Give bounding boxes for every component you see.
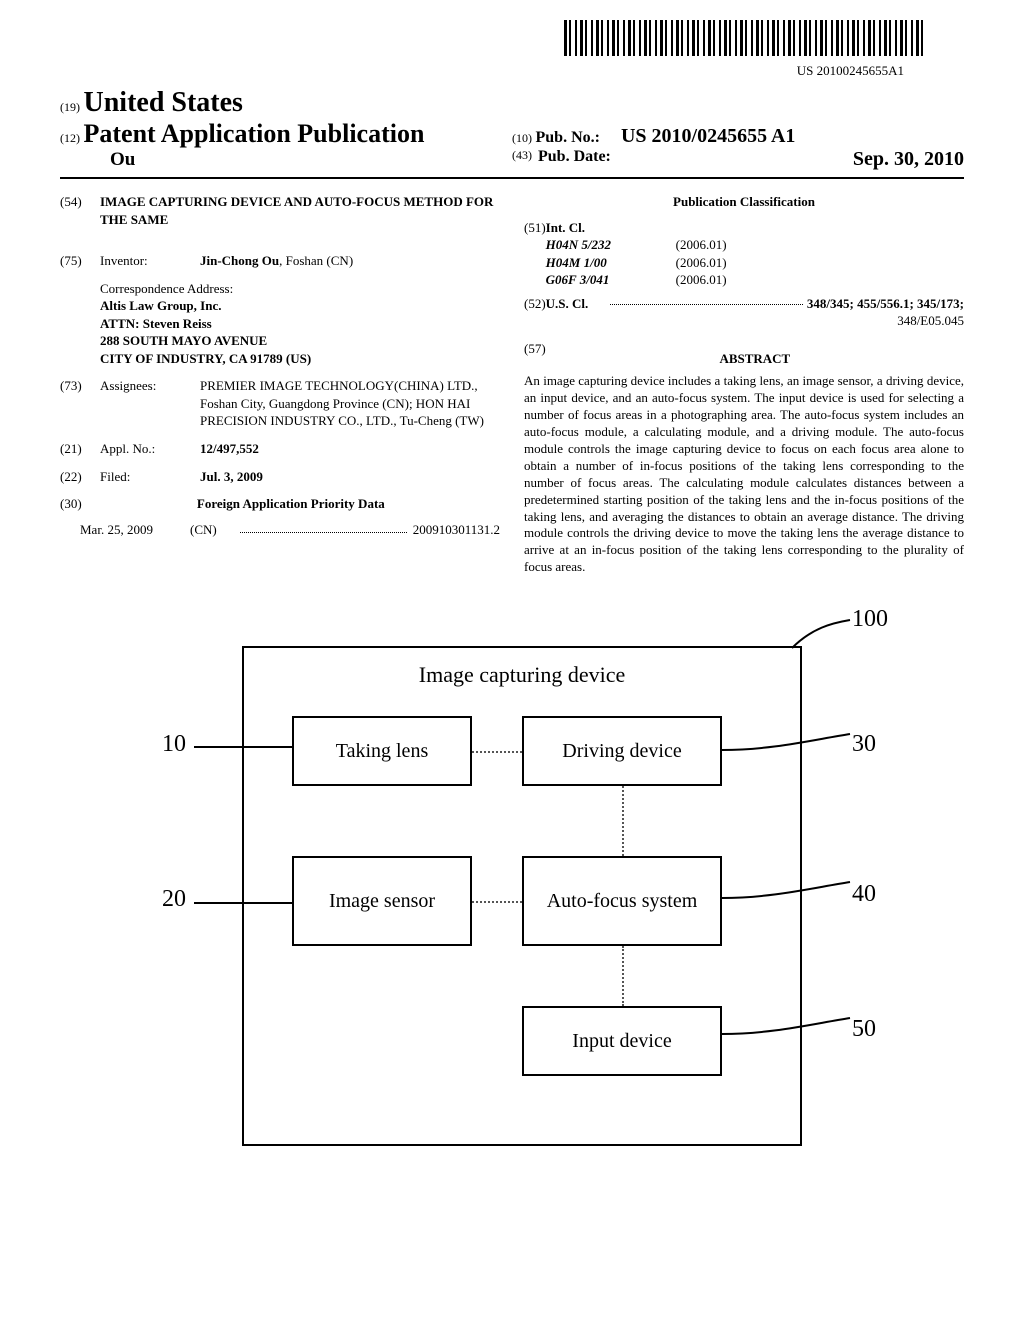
- ref-20: 20: [162, 886, 186, 913]
- inventor-name: Jin-Chong Ou: [200, 253, 279, 268]
- uscl-vals-2: 348/E05.045: [524, 312, 964, 330]
- uscl-label: U.S. Cl.: [546, 295, 606, 313]
- pubno-label: Pub. No.:: [536, 129, 600, 146]
- leader-10: [194, 746, 292, 748]
- ref-30: 30: [852, 731, 876, 758]
- corr-label: Correspondence Address:: [100, 280, 500, 298]
- box-input-device: Input device: [522, 1006, 722, 1076]
- leader-40: [722, 874, 852, 904]
- pubdate: Sep. 30, 2010: [853, 148, 964, 171]
- pubdate-label: Pub. Date:: [538, 148, 611, 171]
- foreign-date: Mar. 25, 2009: [80, 521, 190, 539]
- applno-num: (21): [60, 440, 100, 458]
- foreign-appno: 200910301131.2: [413, 521, 500, 539]
- country: United States: [84, 87, 243, 118]
- corr-line-1: ATTN: Steven Reiss: [100, 315, 500, 333]
- inventor-loc: , Foshan (CN): [279, 253, 353, 268]
- intcl-year-0: (2006.01): [676, 236, 727, 254]
- box-image-sensor: Image sensor: [292, 856, 472, 946]
- figure: 100 Image capturing device Taking lens D…: [122, 606, 902, 1166]
- right-column: Publication Classification (51) Int. Cl.…: [524, 193, 964, 576]
- conn-lens-driving: [472, 751, 522, 753]
- box-driving-device: Driving device: [522, 716, 722, 786]
- inventor-num: (75): [60, 252, 100, 270]
- device-title: Image capturing device: [244, 662, 800, 688]
- leader-100: [792, 618, 862, 658]
- abstract-heading: ABSTRACT: [546, 350, 964, 368]
- intcl-num: (51): [524, 219, 546, 289]
- filed-label: Filed:: [100, 468, 200, 486]
- uscl-num: (52): [524, 295, 546, 313]
- foreign-heading: Foreign Application Priority Data: [82, 495, 500, 513]
- applno-label: Appl. No.:: [100, 440, 200, 458]
- classification-heading: Publication Classification: [524, 193, 964, 211]
- intcl-code-2: G06F 3/041: [546, 271, 676, 289]
- header-rule: [60, 177, 964, 179]
- leader-20: [194, 902, 292, 904]
- uscl-vals: 348/345; 455/556.1; 345/173;: [807, 295, 964, 313]
- applno: 12/497,552: [200, 440, 500, 458]
- intcl-code-0: H04N 5/232: [546, 236, 676, 254]
- invention-title: IMAGE CAPTURING DEVICE AND AUTO-FOCUS ME…: [100, 193, 500, 228]
- barcode-text: US 20100245655A1: [60, 63, 964, 79]
- ref-40: 40: [852, 881, 876, 908]
- intcl-code-1: H04M 1/00: [546, 254, 676, 272]
- filed-num: (22): [60, 468, 100, 486]
- pubno: US 2010/0245655 A1: [621, 125, 795, 147]
- leader-50: [722, 1010, 852, 1040]
- foreign-country: (CN): [190, 521, 240, 539]
- corr-line-2: 288 SOUTH MAYO AVENUE: [100, 332, 500, 350]
- uscl-dots: [610, 295, 803, 305]
- leader-30: [722, 726, 852, 756]
- conn-autofocus-input: [622, 946, 624, 1006]
- country-prefix: (19): [60, 100, 80, 114]
- foreign-num: (30): [60, 495, 82, 513]
- header: (19) United States (12) Patent Applicati…: [60, 87, 964, 171]
- abstract-num: (57): [524, 340, 546, 374]
- barcode: [564, 20, 924, 56]
- filed: Jul. 3, 2009: [200, 468, 500, 486]
- abstract-text: An image capturing device includes a tak…: [524, 373, 964, 576]
- pubtype: Patent Application Publication: [84, 119, 425, 148]
- bibliographic-columns: (54) IMAGE CAPTURING DEVICE AND AUTO-FOC…: [60, 193, 964, 576]
- barcode-region: [60, 20, 964, 61]
- pubno-prefix: (10): [512, 131, 532, 145]
- correspondence: Correspondence Address: Altis Law Group,…: [100, 280, 500, 368]
- intcl-year-2: (2006.01): [676, 271, 727, 289]
- ref-50: 50: [852, 1016, 876, 1043]
- corr-line-3: CITY OF INDUSTRY, CA 91789 (US): [100, 350, 500, 368]
- corr-line-0: Altis Law Group, Inc.: [100, 297, 500, 315]
- inventor-label: Inventor:: [100, 252, 200, 270]
- assignee-label: Assignees:: [100, 377, 200, 430]
- box-taking-lens: Taking lens: [292, 716, 472, 786]
- title-num: (54): [60, 193, 100, 242]
- pubdate-prefix: (43): [512, 148, 532, 171]
- intcl-label: Int. Cl.: [546, 219, 964, 237]
- author: Ou: [110, 149, 512, 171]
- assignee-num: (73): [60, 377, 100, 430]
- conn-sensor-autofocus: [472, 901, 522, 903]
- assignee-val: PREMIER IMAGE TECHNOLOGY(CHINA) LTD., Fo…: [200, 378, 484, 428]
- left-column: (54) IMAGE CAPTURING DEVICE AND AUTO-FOC…: [60, 193, 500, 576]
- ref-10: 10: [162, 731, 186, 758]
- conn-driving-autofocus: [622, 786, 624, 856]
- box-autofocus: Auto-focus system: [522, 856, 722, 946]
- pubtype-prefix: (12): [60, 131, 80, 145]
- intcl-year-1: (2006.01): [676, 254, 727, 272]
